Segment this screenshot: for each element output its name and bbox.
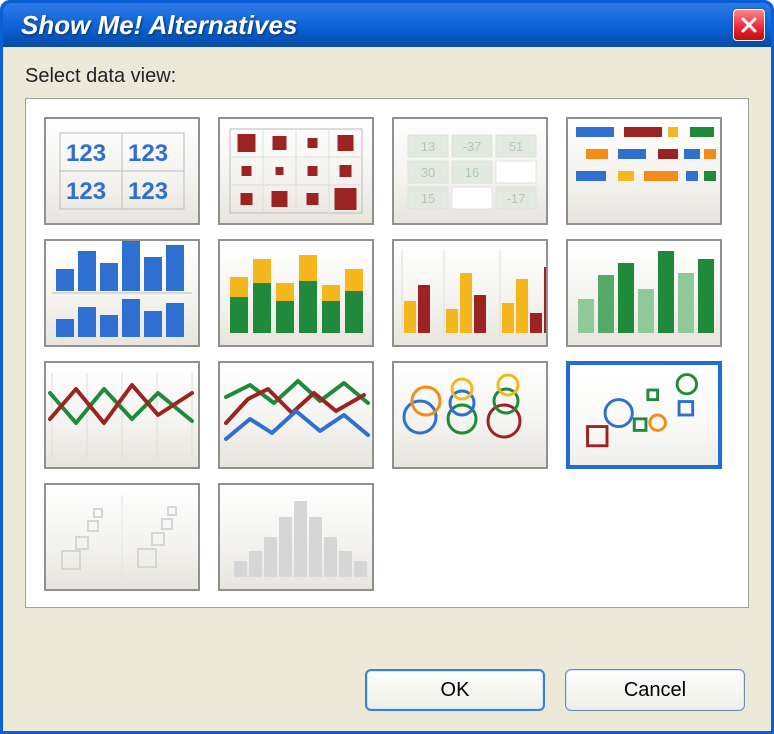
svg-text:-37: -37 — [463, 139, 482, 154]
dialog-title: Show Me! Alternatives — [21, 10, 297, 41]
tile-side-by-side-bars[interactable] — [566, 117, 722, 225]
tile-gradient-bars[interactable] — [566, 239, 722, 347]
svg-text:30: 30 — [421, 165, 435, 180]
tile-grid: 123 123 123 123 13 -37 51 30 16 15 -17 — [44, 117, 730, 591]
tile-pie-panel — [44, 483, 200, 591]
cancel-button[interactable]: Cancel — [565, 669, 745, 711]
button-row: OK Cancel — [365, 669, 745, 711]
close-icon — [739, 15, 759, 35]
svg-text:15: 15 — [421, 191, 435, 206]
tile-multi-lines[interactable] — [218, 361, 374, 469]
tile-scatter-shapes[interactable] — [566, 361, 722, 469]
dialog-window: Show Me! Alternatives Select data view: … — [0, 0, 774, 734]
view-panel: 123 123 123 123 13 -37 51 30 16 15 -17 — [25, 98, 749, 608]
tile-text-table[interactable]: 123 123 123 123 — [44, 117, 200, 225]
tile-histogram — [218, 483, 374, 591]
tile-grouped-bars[interactable] — [392, 239, 548, 347]
svg-text:123: 123 — [128, 178, 168, 205]
tile-split-bars[interactable] — [44, 239, 200, 347]
close-button[interactable] — [733, 9, 765, 41]
tile-lines-panel[interactable] — [44, 361, 200, 469]
svg-text:123: 123 — [128, 140, 168, 167]
ok-button[interactable]: OK — [365, 669, 545, 711]
titlebar: Show Me! Alternatives — [3, 3, 771, 47]
svg-text:-17: -17 — [507, 191, 526, 206]
svg-text:123: 123 — [66, 178, 106, 205]
tile-highlight-table: 13 -37 51 30 16 15 -17 — [392, 117, 548, 225]
svg-text:123: 123 — [66, 140, 106, 167]
tile-stacked-bars[interactable] — [218, 239, 374, 347]
svg-text:51: 51 — [509, 139, 523, 154]
dialog-body: Select data view: 12312312312313-3751301… — [3, 47, 771, 731]
prompt-text: Select data view: — [25, 65, 749, 88]
tile-circles[interactable] — [392, 361, 548, 469]
tile-heat-map[interactable] — [218, 117, 374, 225]
svg-text:13: 13 — [421, 139, 435, 154]
svg-text:16: 16 — [465, 165, 479, 180]
